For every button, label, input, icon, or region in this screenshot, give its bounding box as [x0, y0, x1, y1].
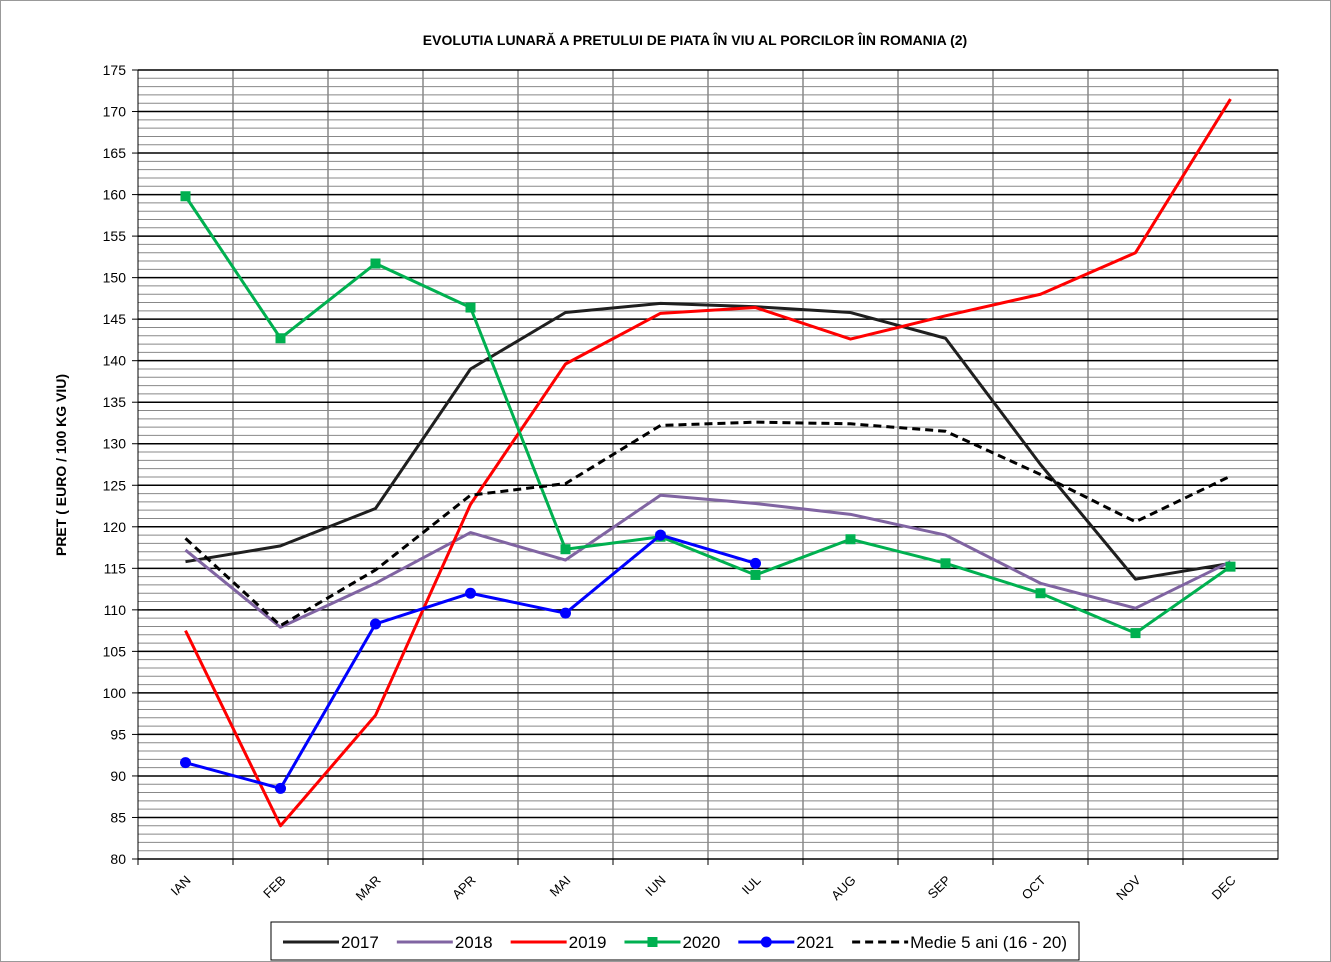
- point-marker: [370, 258, 381, 269]
- legend-label: 2021: [796, 933, 834, 952]
- y-tick-label: 170: [103, 104, 127, 120]
- y-tick-label: 95: [110, 726, 126, 742]
- y-tick-label: 135: [103, 394, 127, 410]
- point-marker: [180, 757, 191, 769]
- legend: 2017 2018 2019 2020 2021 Medie 5 ani (16 - 20…: [270, 921, 1080, 961]
- point-marker: [465, 587, 476, 599]
- point-marker: [845, 534, 856, 545]
- legend-label: 2017: [341, 933, 379, 952]
- point-marker: [180, 191, 191, 202]
- legend-marker: [647, 937, 658, 947]
- y-tick-label: 160: [103, 187, 127, 203]
- chart-title: EVOLUTIA LUNARĂ A PRETULUI DE PIATA ÎN V…: [423, 31, 967, 48]
- y-tick-label: 100: [103, 685, 127, 701]
- y-tick-label: 175: [103, 62, 127, 78]
- y-tick-label: 80: [110, 851, 126, 867]
- y-tick-label: 120: [103, 519, 127, 535]
- series-line: [184, 98, 1232, 828]
- series-line: [184, 420, 1232, 628]
- y-tick-label: 125: [103, 477, 127, 493]
- point-marker: [655, 529, 666, 541]
- series-line: [184, 493, 1232, 629]
- point-marker: [275, 333, 286, 344]
- legend-label: 2020: [682, 933, 720, 952]
- y-tick-label: 140: [103, 353, 127, 369]
- series-line: [185, 301, 1231, 581]
- y-tick-label: 155: [103, 228, 127, 244]
- point-marker: [940, 558, 951, 569]
- y-tick-label: 165: [103, 145, 127, 161]
- point-marker: [370, 618, 381, 630]
- point-marker: [560, 544, 571, 555]
- y-tick-label: 110: [104, 602, 127, 618]
- y-tick-label: 115: [104, 560, 127, 576]
- y-tick-label: 105: [103, 643, 127, 659]
- legend-label: Medie 5 ani (16 - 20): [910, 933, 1067, 952]
- point-marker: [1225, 561, 1236, 572]
- point-marker: [750, 557, 761, 569]
- y-tick-label: 85: [110, 809, 126, 825]
- series-line: [184, 195, 1232, 635]
- point-marker: [1130, 628, 1141, 639]
- point-marker: [1035, 588, 1046, 599]
- y-tick-label: 130: [103, 436, 127, 452]
- legend-label: 2018: [455, 933, 493, 952]
- y-tick-label: 145: [103, 311, 127, 327]
- legend-marker: [760, 936, 772, 948]
- point-marker: [275, 782, 286, 794]
- y-tick-label: 150: [103, 270, 127, 286]
- y-tick-label: 90: [110, 768, 126, 784]
- point-marker: [750, 569, 761, 580]
- y-axis-label: PRET ( EURO / 100 KG VIU): [53, 374, 69, 556]
- point-marker: [465, 302, 476, 313]
- point-marker: [560, 607, 571, 619]
- legend-label: 2019: [569, 933, 607, 952]
